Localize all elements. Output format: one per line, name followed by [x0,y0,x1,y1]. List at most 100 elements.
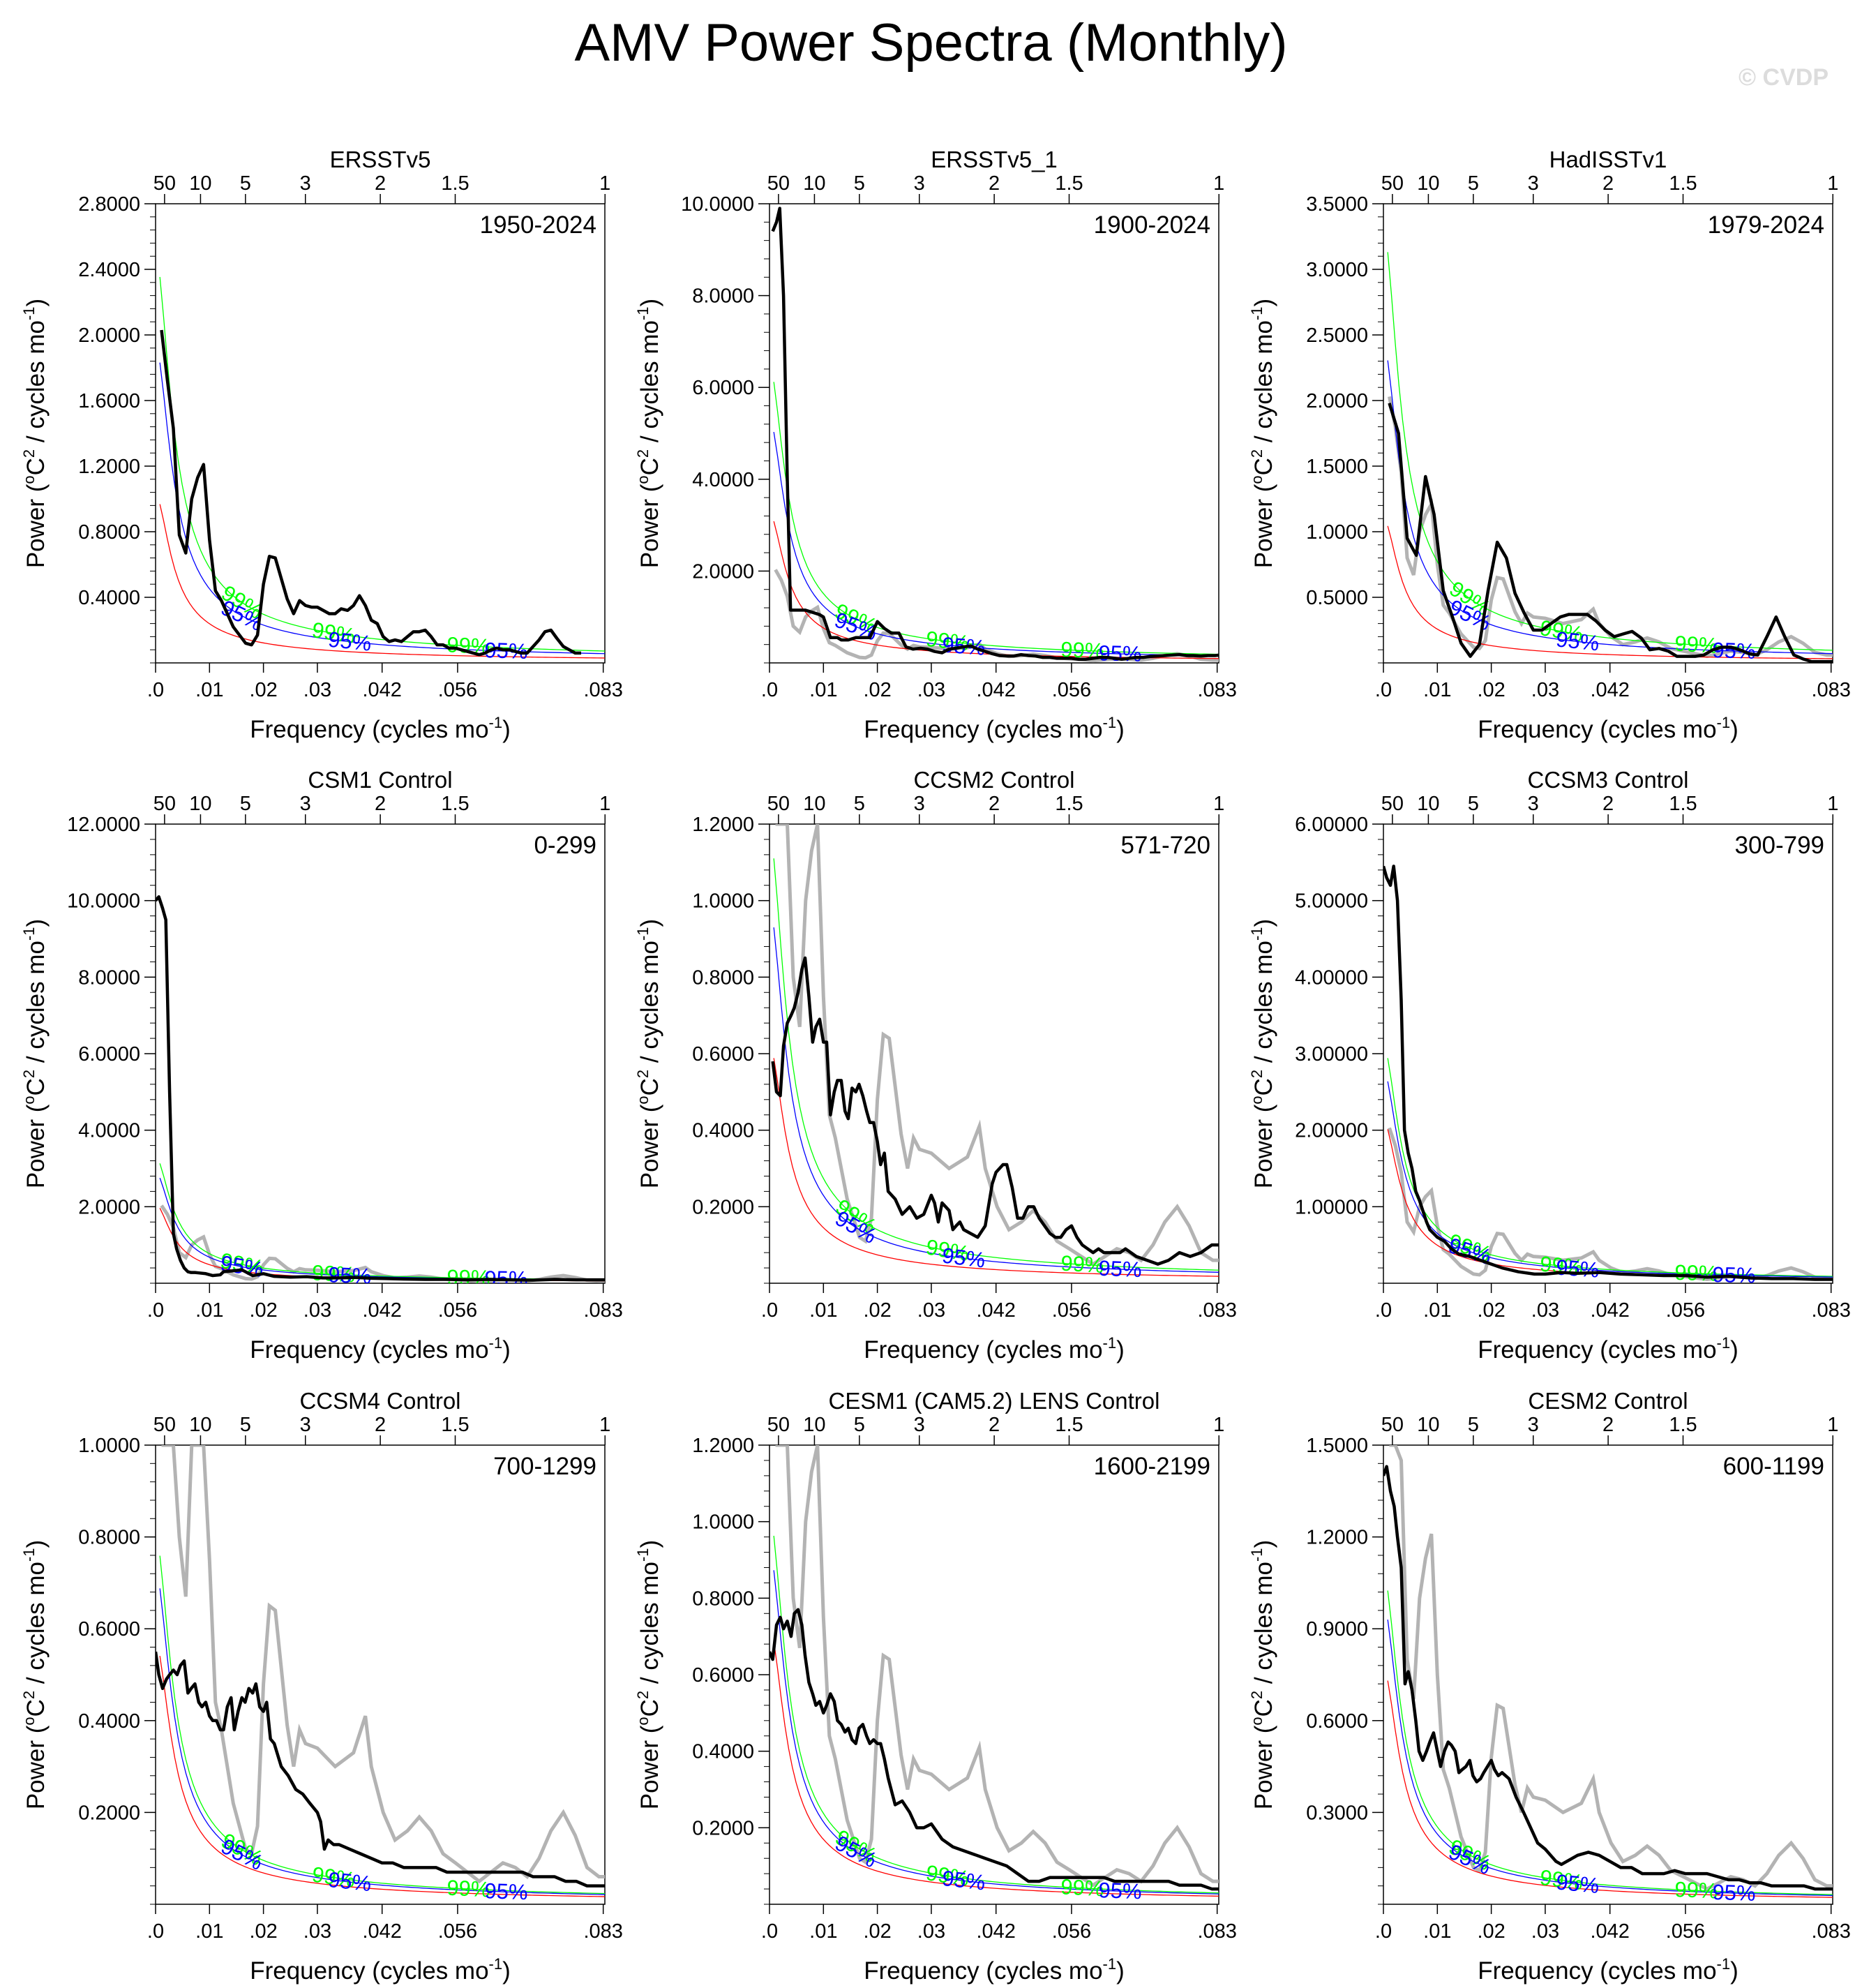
x-tick-label: .02 [249,1920,277,1943]
x-tick-label: .03 [917,1920,945,1943]
top-tick-label: 3 [300,172,311,195]
y-tick-label: 5.00000 [1295,890,1368,913]
confidence-95-label: 95% [1712,1262,1756,1287]
top-tick-label: 3 [300,793,311,815]
top-tick-label: 50 [153,172,176,195]
spectrum-line [156,1651,605,1888]
top-tick-label: 2 [375,1414,386,1436]
plot-area: 99%95%99%95%99%95% [1383,1445,1833,1904]
x-tick-label: .03 [303,679,331,701]
x-axis-title: Frequency (cycles mo-1) [1478,1955,1739,1985]
top-tick-label: 2 [989,793,1000,815]
panel-title: CCSM3 Control [1527,767,1688,793]
top-tick-label: 1 [1213,793,1224,815]
x-tick-label: .0 [1375,1920,1392,1943]
y-tick-label: 2.0000 [1306,390,1368,412]
reference-spectrum-line [161,1445,605,1884]
red-noise-line [1387,525,1833,659]
y-axis-title: Power (oC2 / cycles mo-1) [634,919,663,1188]
x-tick-label: .01 [195,1920,223,1943]
x-tick-label: .042 [362,1920,401,1943]
x-tick-label: .02 [863,1920,891,1943]
x-tick-label: .0 [147,679,164,701]
plot-frame [155,823,606,1284]
top-tick-label: 10 [1417,793,1439,815]
x-tick-label: .042 [362,1299,401,1322]
y-tick-label: 2.5000 [1306,324,1368,347]
confidence-99-line [773,858,1219,1271]
y-tick-label: 1.2000 [1306,1527,1368,1549]
y-tick-label: 4.00000 [1295,966,1368,989]
x-tick-label: .042 [1590,1299,1629,1322]
x-tick-label: .02 [1477,679,1505,701]
top-tick-label: 10 [803,793,825,815]
x-tick-label: .0 [761,1299,778,1322]
y-tick-label: 10.0000 [681,193,754,216]
y-tick-label: 1.2000 [78,456,140,478]
x-tick-label: .042 [976,679,1015,701]
panel-4: CCSM2 Control 571-720 .0 .01 .02 .03 .042 .056.… [634,767,1237,1363]
x-tick-label: .0 [1375,679,1392,701]
red-noise-line [773,1058,1219,1277]
confidence-99-line [1387,252,1833,651]
x-tick-label: .056 [1666,679,1705,701]
confidence-95-line [1387,1081,1833,1278]
confidence-95-label: 95% [1098,641,1142,666]
x-tick-label: .02 [863,679,891,701]
top-tick-label: 3 [300,1414,311,1436]
y-axis-title: Power (oC2 / cycles mo-1) [20,299,50,568]
y-tick-label: 8.0000 [78,966,140,989]
plot-area: 99%95%99%95%99%95% [1383,865,1833,1287]
x-axis-title: Frequency (cycles mo-1) [1478,714,1739,743]
y-axis-title: Power (oC2 / cycles mo-1) [20,1540,50,1809]
plot-area: 99%95%99%95%99%95% [769,1445,1219,1904]
x-tick-label: .042 [1590,679,1629,701]
x-tick-label: .0 [147,1920,164,1943]
confidence-95-line [1387,1619,1833,1897]
x-tick-label: .083 [1197,1920,1236,1943]
x-tick-label: .042 [976,1920,1015,1943]
panel-3: CSM1 Control 0-299 .0 .01 .02 .03 .042 .056 .083… [20,767,623,1363]
y-axis-title: Power (oC2 / cycles mo-1) [20,919,50,1188]
x-tick-label: .0 [1375,1299,1392,1322]
plot-area: 99%95%99%95%99%95% [156,1445,605,1904]
x-tick-label: .056 [1052,679,1091,701]
y-tick-label: 0.2000 [692,1817,754,1839]
x-tick-label: .0 [147,1299,164,1322]
top-tick-label: 10 [1417,172,1439,195]
period-label: 1600-2199 [1094,1453,1210,1480]
x-tick-label: .02 [249,679,277,701]
confidence-95-line [773,927,1219,1273]
x-tick-label: .056 [1052,1920,1091,1943]
x-tick-label: .042 [1590,1920,1629,1943]
x-tick-label: .083 [1197,1299,1236,1322]
x-tick-label: .083 [583,1299,622,1322]
top-tick-label: 5 [240,793,251,815]
panel-title: ERSSTv5 [330,147,431,172]
y-tick-label: 1.5000 [1306,1435,1368,1457]
top-tick-label: 10 [189,172,211,195]
top-tick-label: 2 [1602,172,1614,195]
panel-6: CCSM4 Control 700-1299 .0 .01 .02 .03 .042 .056… [20,1388,623,1985]
plot-area: 99%95%99%95%99%95% [156,895,605,1283]
x-tick-label: .01 [1423,1299,1451,1322]
y-tick-label: 1.0000 [1306,521,1368,544]
panel-2: HadISSTv1 1979-2024 .0 .01 .02 .03 .042 .056 .08… [1248,147,1851,743]
y-tick-label: 1.2000 [692,1435,754,1457]
y-axis-title: Power (oC2 / cycles mo-1) [634,299,663,568]
top-tick-label: 5 [240,172,251,195]
spectrum-line [771,207,1219,661]
top-tick-label: 1 [1827,1414,1838,1436]
top-tick-label: 10 [803,172,825,195]
x-axis-title: Frequency (cycles mo-1) [1478,1334,1739,1363]
confidence-95-label: 95% [940,1243,986,1272]
y-tick-label: 4.0000 [692,469,754,491]
plot-area: 99%95%99%95%99%95% [1387,252,1833,663]
top-tick-label: 1 [599,172,610,195]
top-tick-label: 1.5 [1055,1414,1083,1436]
red-noise-line [1387,1680,1833,1898]
x-axis-title: Frequency (cycles mo-1) [864,714,1125,743]
y-tick-label: 3.00000 [1295,1043,1368,1066]
x-tick-label: .0 [761,1920,778,1943]
panel-0: ERSSTv5 1950-2024 .0 .01 .02 .03 .042 .056 .083 5… [20,147,623,743]
